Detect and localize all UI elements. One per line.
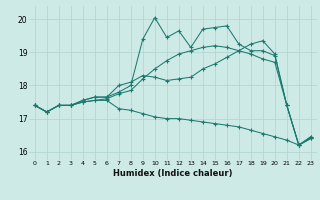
- X-axis label: Humidex (Indice chaleur): Humidex (Indice chaleur): [113, 169, 233, 178]
